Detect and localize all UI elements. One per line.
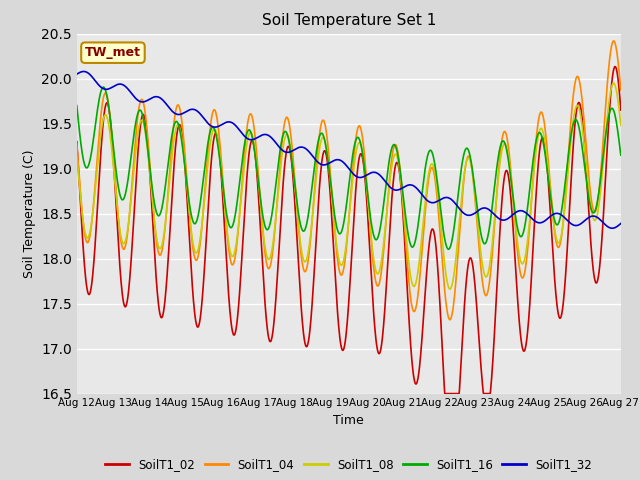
Y-axis label: Soil Temperature (C): Soil Temperature (C) [22,149,35,278]
Legend: SoilT1_02, SoilT1_04, SoilT1_08, SoilT1_16, SoilT1_32: SoilT1_02, SoilT1_04, SoilT1_08, SoilT1_… [100,454,597,476]
X-axis label: Time: Time [333,414,364,427]
Title: Soil Temperature Set 1: Soil Temperature Set 1 [262,13,436,28]
Text: TW_met: TW_met [85,46,141,59]
